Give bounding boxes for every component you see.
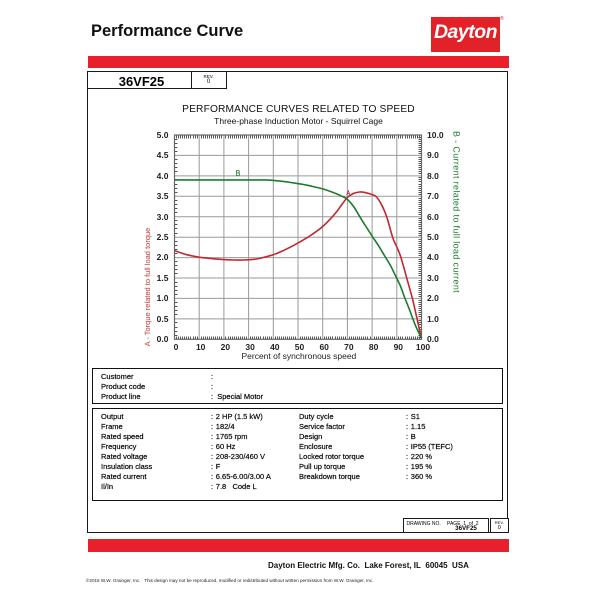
svg-text:B - Current related to full lo: B - Current related to full load current bbox=[452, 131, 462, 293]
svg-text:A - Torque related to full loa: A - Torque related to full load torque bbox=[143, 228, 152, 347]
